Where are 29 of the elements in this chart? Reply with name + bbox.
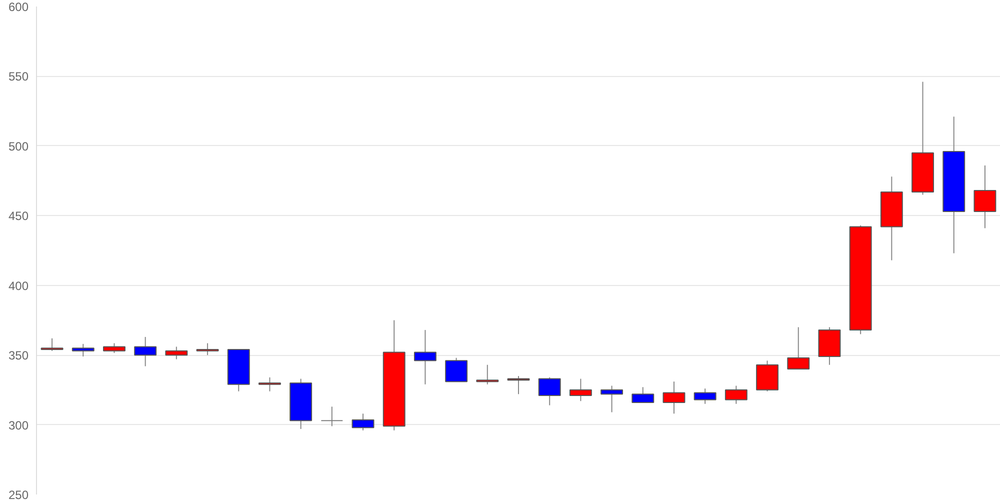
candlestick: [476, 364, 499, 385]
candlestick: [352, 413, 374, 431]
y-tick-label: 450: [8, 209, 29, 224]
candlestick: [787, 326, 810, 370]
candlestick: [694, 388, 716, 404]
candlestick: [974, 164, 996, 229]
y-tick-label: 250: [8, 488, 29, 500]
candlestick: [632, 386, 654, 403]
candlestick: [72, 343, 94, 357]
candlestick: [724, 385, 748, 404]
candlestick: [569, 378, 592, 402]
y-tick-label: 300: [8, 418, 29, 432]
candlestick: [538, 376, 561, 406]
candlestick: [40, 338, 64, 352]
candlestick: [445, 357, 468, 382]
candlestick: [258, 376, 281, 392]
candlestick: [196, 342, 219, 356]
candlestick: [165, 346, 188, 360]
candlestick: [600, 385, 624, 413]
candlestick: [134, 336, 157, 367]
candlestick: [320, 406, 344, 427]
candlestick: [662, 381, 686, 414]
candlestick: [414, 329, 436, 385]
y-tick-label: 500: [8, 139, 29, 154]
candlestick: [103, 342, 126, 354]
y-tick-label: 350: [8, 348, 29, 363]
y-tick-label: 400: [8, 278, 29, 293]
y-tick-label: 600: [8, 0, 29, 14]
y-tick-label: 550: [8, 70, 29, 84]
